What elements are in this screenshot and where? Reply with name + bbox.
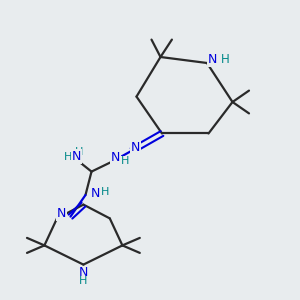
Text: N: N (57, 207, 66, 220)
Text: H: H (75, 147, 83, 157)
Text: H: H (79, 276, 88, 286)
Text: H: H (121, 156, 130, 167)
Text: H: H (220, 53, 230, 66)
Text: N: N (131, 141, 140, 154)
Text: N: N (90, 187, 100, 200)
Text: N: N (79, 266, 88, 280)
Text: H: H (101, 187, 109, 197)
Text: N: N (72, 150, 81, 163)
Text: N: N (207, 53, 217, 66)
Text: H: H (64, 152, 72, 162)
Text: N: N (111, 151, 120, 164)
